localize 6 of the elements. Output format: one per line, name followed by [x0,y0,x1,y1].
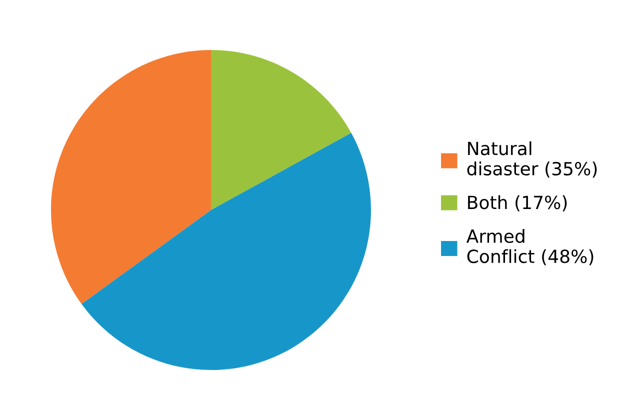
pie-slice [51,50,211,304]
pie-slice [82,132,371,370]
pie-slice [211,50,352,210]
legend-label: Natural disaster (35%) [467,141,597,178]
legend-label: Both (17%) [468,195,567,212]
legend-label: Armed Conflict (48%) [466,228,594,266]
